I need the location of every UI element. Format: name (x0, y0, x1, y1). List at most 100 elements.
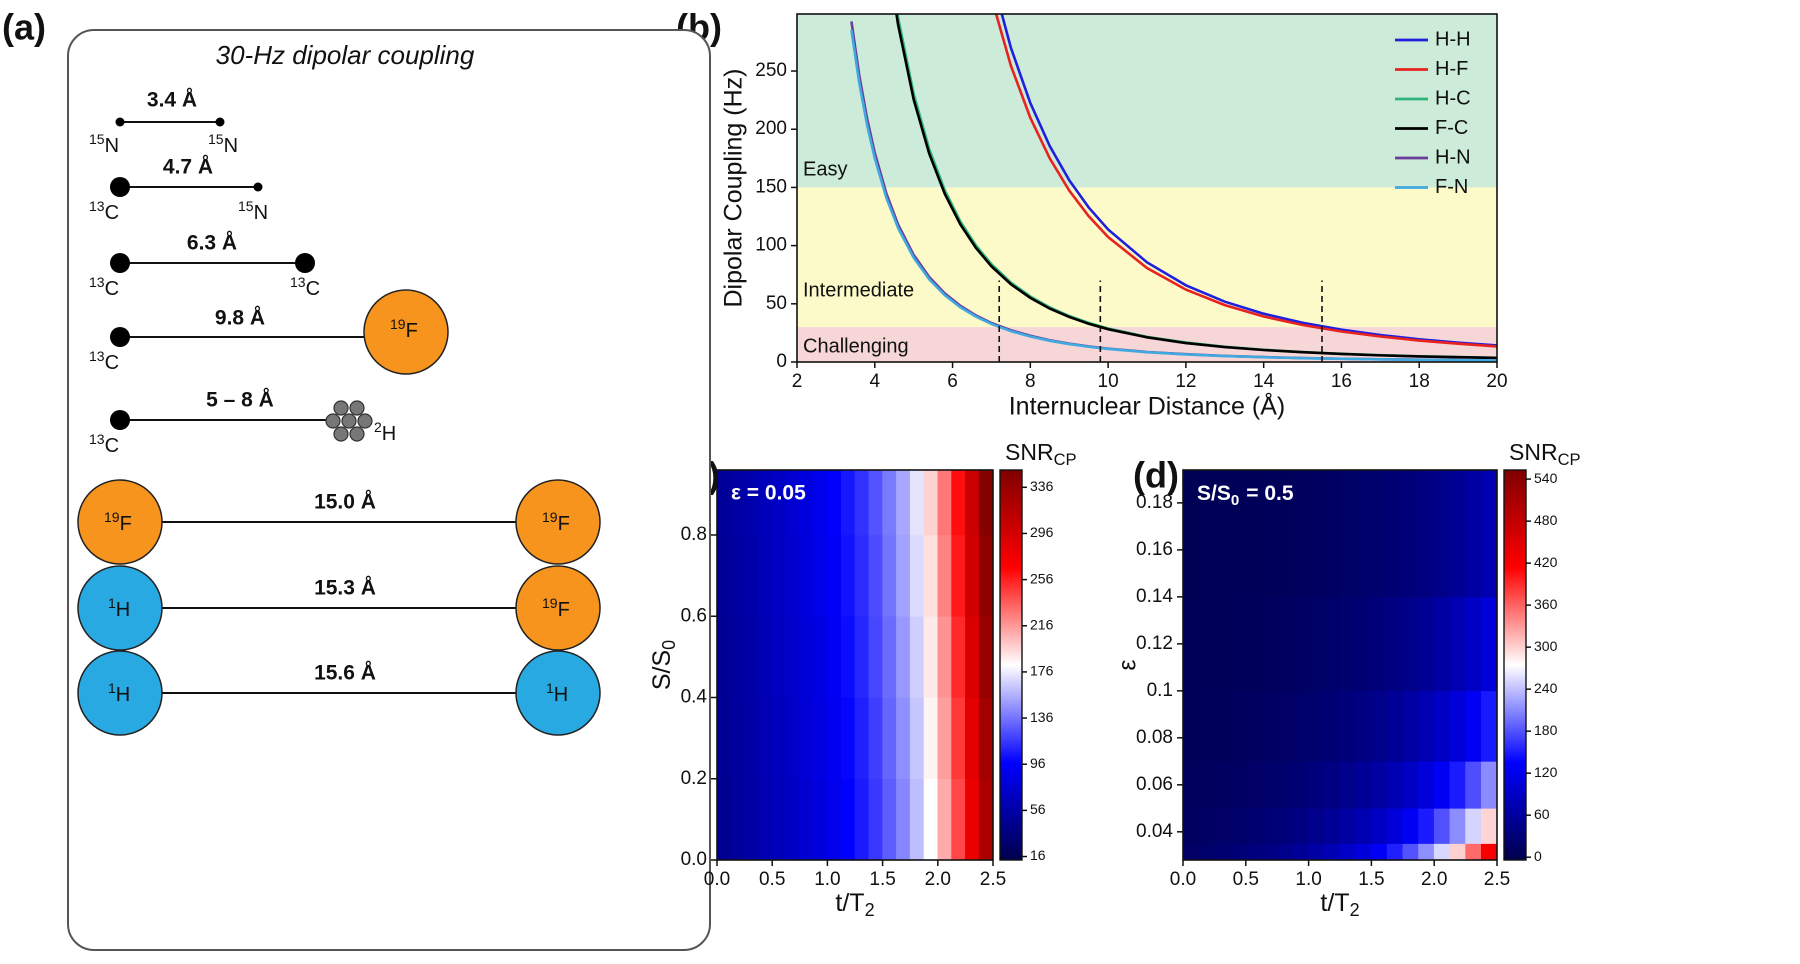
heat-cell (1261, 596, 1278, 692)
x-tick-label: 16 (1331, 371, 1352, 392)
heat-cell (1214, 596, 1231, 692)
heat-cell (923, 534, 939, 617)
heat-cell (744, 534, 759, 617)
colorbar-tick-label: 60 (1534, 806, 1550, 822)
heat-cell (1229, 596, 1247, 692)
mass: 19 (390, 316, 406, 332)
heat-cell (1276, 843, 1294, 861)
heat-cell (1261, 690, 1278, 762)
mass: 15 (238, 198, 254, 214)
colorbar-tick-label: 56 (1030, 801, 1046, 817)
heat-cell (1308, 843, 1325, 861)
heat-cell (785, 778, 801, 861)
atom (333, 426, 349, 442)
heat-cell (1245, 808, 1262, 844)
heat-cell (758, 615, 773, 698)
heat-cell (1214, 808, 1231, 844)
heat-cell (1308, 808, 1325, 844)
x-tick-label: 0.0 (704, 869, 730, 890)
heat-cell (882, 778, 897, 861)
x-tick-label: 6 (947, 371, 958, 392)
heat-cell (1371, 843, 1388, 861)
region-label: Challenging (803, 335, 909, 357)
heat-cell (1418, 843, 1435, 861)
heat-cell (799, 615, 814, 698)
heat-cell (813, 615, 828, 698)
distance-label: 5 – 8 Å (206, 388, 274, 412)
nucleus-label: 13C (89, 431, 119, 458)
y-tick-label: 0.12 (1136, 633, 1173, 654)
heat-cell (716, 534, 732, 617)
heat-cell (1229, 808, 1247, 844)
heat-cell (965, 615, 980, 698)
heat-cell (1433, 761, 1451, 809)
mass: 13 (89, 198, 105, 214)
mass: 19 (542, 509, 558, 525)
heat-cell (1386, 596, 1404, 692)
heat-cell (965, 778, 980, 861)
distance-label: 9.8 Å (215, 306, 265, 330)
heat-cell (1229, 690, 1247, 762)
heat-cell (730, 534, 745, 617)
heat-cell (896, 615, 911, 698)
atom (77, 650, 163, 736)
legend-label: H-H (1435, 28, 1471, 50)
nucleus-label: 13C (89, 198, 119, 225)
atom (77, 565, 163, 651)
heat-cell (951, 615, 966, 698)
heat-cell (1386, 690, 1404, 762)
colorbar-label-sub: CP (1054, 450, 1077, 469)
y-tick-label: 150 (755, 176, 787, 197)
plot-frame (716, 469, 994, 861)
mass: 2 (374, 419, 382, 435)
heat-cell (1418, 808, 1435, 844)
heat-cell (1324, 843, 1341, 861)
series-line (1000, 14, 1497, 347)
atom (341, 413, 357, 429)
heat-cell (813, 469, 828, 536)
symbol: C (105, 352, 119, 374)
nucleus-label: 2H (374, 419, 396, 446)
y-axis-label-sub: 0 (659, 640, 679, 650)
symbol: F (120, 513, 132, 535)
heat-cell (1292, 469, 1309, 598)
x-tick-label: 4 (869, 371, 880, 392)
y-tick-label: 0.08 (1136, 727, 1173, 748)
heat-cell (1339, 690, 1356, 762)
nucleus-label: 15N (238, 198, 268, 225)
symbol: F (558, 599, 570, 621)
y-tick-label: 200 (755, 118, 787, 139)
heat-cell (1324, 469, 1341, 598)
heat-cell (1292, 596, 1309, 692)
heat-cell (1433, 596, 1451, 692)
heat-cell (1245, 761, 1262, 809)
heat-cell (1292, 761, 1309, 809)
heat-cell (813, 697, 828, 780)
heat-cell (840, 697, 856, 780)
y-axis-label-main: S/S (648, 650, 676, 690)
heat-cell (1339, 596, 1356, 692)
heat-cell (978, 697, 994, 780)
nucleus-label: 13C (290, 274, 320, 301)
nucleus-label: 19F (542, 509, 570, 536)
atom (253, 182, 263, 192)
heat-cell (1214, 761, 1231, 809)
x-tick-label: 14 (1253, 371, 1275, 392)
symbol: N (254, 202, 268, 224)
heat-cell (744, 615, 759, 698)
heat-cell (827, 534, 842, 617)
heat-cell (1355, 596, 1372, 692)
atom (515, 650, 601, 736)
colorbar-tick-label: 540 (1534, 470, 1558, 486)
atom (357, 413, 373, 429)
atom (333, 400, 349, 416)
heat-cell (1481, 843, 1498, 861)
heat-cell (799, 697, 814, 780)
heat-cell (909, 469, 925, 536)
heat-cell (813, 534, 828, 617)
atom (115, 117, 125, 127)
colorbar-tick-label: 360 (1534, 596, 1558, 612)
symbol: N (105, 135, 119, 157)
heat-cell (854, 534, 870, 617)
colorbar (999, 469, 1023, 861)
